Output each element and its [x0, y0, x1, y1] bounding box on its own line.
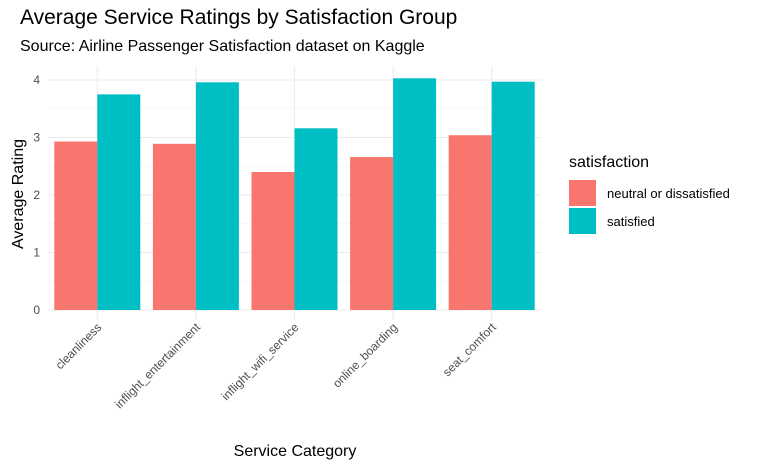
legend-label-neutral: neutral or dissatisfied — [607, 186, 730, 201]
y-tick-label: 3 — [33, 131, 40, 145]
bar — [491, 81, 535, 310]
x-axis-title: Service Category — [234, 443, 357, 460]
y-tick-label: 4 — [33, 73, 40, 87]
y-tick-label: 2 — [33, 188, 40, 202]
chart-title: Average Service Ratings by Satisfaction … — [20, 6, 458, 29]
x-tick-label: cleanliness — [53, 320, 105, 372]
bars — [54, 78, 535, 311]
y-tick-label: 0 — [33, 303, 40, 317]
legend-title: satisfaction — [569, 154, 649, 171]
bar — [448, 135, 492, 310]
legend-label-satisfied: satisfied — [607, 214, 655, 229]
bar — [97, 94, 141, 310]
y-axis-ticks: 0 1 2 3 4 — [33, 73, 40, 317]
x-tick-label: inflight_wifi_service — [219, 320, 302, 403]
x-tick-label: online_boarding — [330, 320, 400, 390]
x-tick-label: inflight_entertainment — [112, 320, 204, 412]
legend-key-satisfied — [569, 208, 596, 234]
legend-key-neutral — [569, 180, 596, 206]
chart-subtitle: Source: Airline Passenger Satisfaction d… — [20, 38, 425, 55]
x-tick-label: seat_comfort — [440, 320, 499, 379]
bar — [350, 157, 394, 310]
bar — [393, 78, 437, 311]
bar — [54, 141, 98, 310]
bar — [294, 128, 338, 310]
bar — [195, 82, 239, 310]
bar — [152, 143, 196, 310]
y-tick-label: 1 — [33, 246, 40, 260]
bar — [251, 172, 295, 310]
x-axis-ticks: cleanliness inflight_entertainment infligh… — [53, 320, 500, 412]
legend: satisfaction neutral or dissatisfied sat… — [569, 154, 730, 234]
y-axis-title: Average Rating — [10, 139, 27, 249]
